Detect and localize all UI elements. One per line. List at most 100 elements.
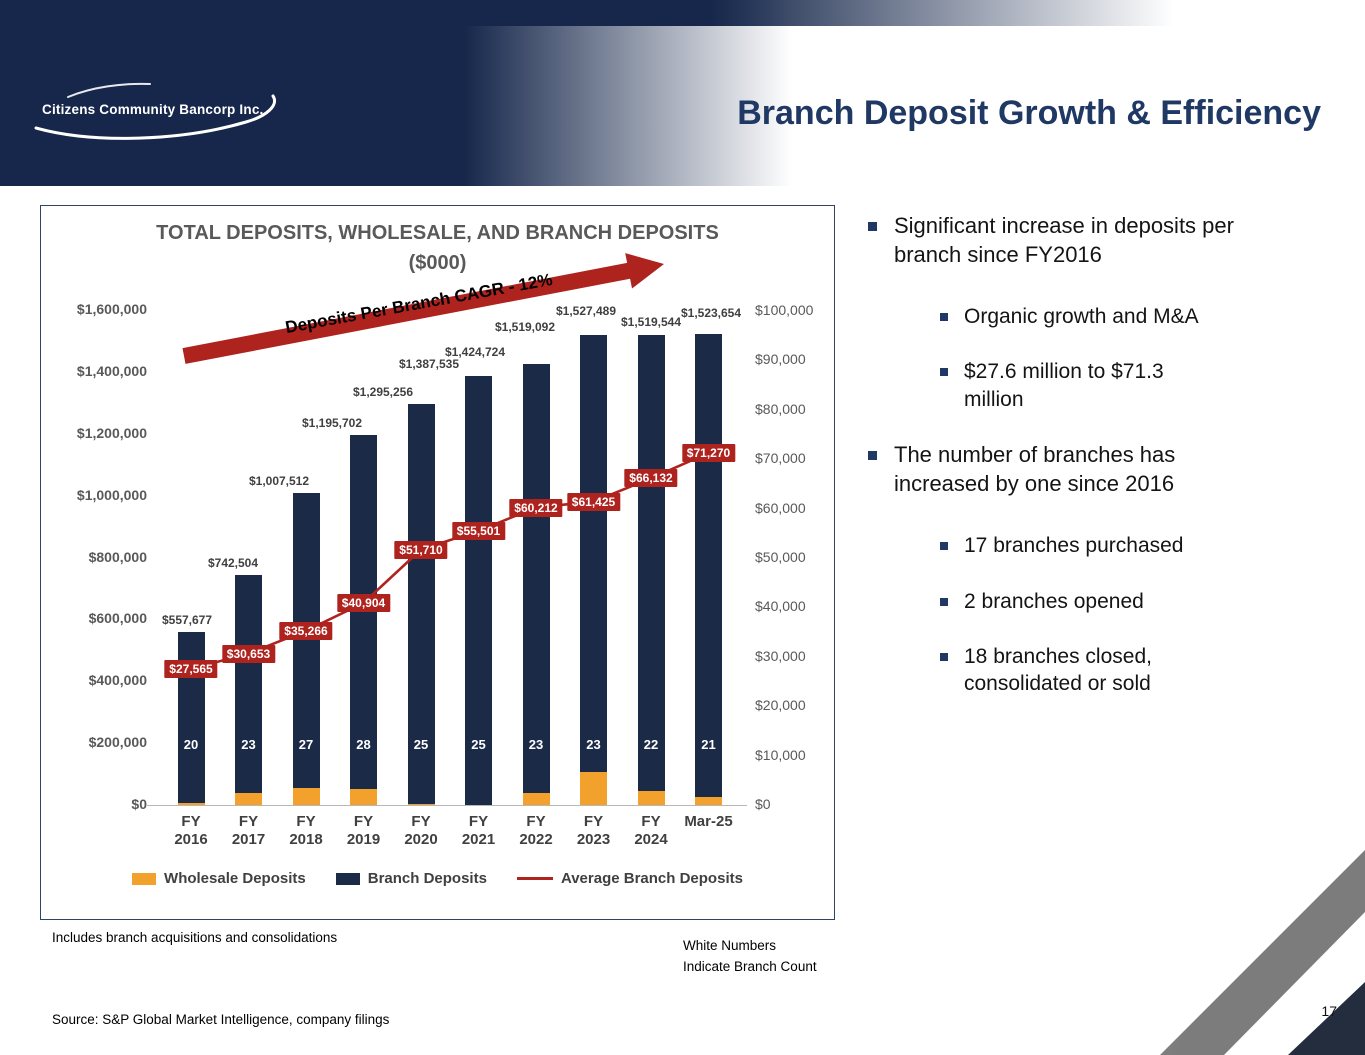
legend-label: Wholesale Deposits xyxy=(164,870,306,887)
branch-count-label: 25 xyxy=(471,737,486,752)
wholesale-bar-segment xyxy=(637,791,665,805)
x-axis-category-label: FY 2019 xyxy=(346,813,381,848)
wholesale-bar-segment xyxy=(580,772,607,805)
x-axis-category-label: FY 2021 xyxy=(461,813,496,848)
chart-subtitle: ($000) xyxy=(408,252,467,274)
branch-count-label: 22 xyxy=(643,737,659,752)
branch-bar-segment xyxy=(695,333,722,797)
branch-count-label: 21 xyxy=(701,737,716,752)
logo-text: Citizens Community Bancorp Inc. xyxy=(42,102,264,117)
chart-legend: Wholesale Deposits Branch Deposits Average… xyxy=(41,870,834,887)
y-axis-left-tick-label: $1,000,000 xyxy=(76,486,147,503)
legend-item: Wholesale Deposits xyxy=(132,870,306,887)
bullet-text: Significant increase in deposits per bra… xyxy=(894,213,1234,267)
average-branch-deposit-value-label: $60,212 xyxy=(509,498,563,517)
total-deposit-value-label: $1,295,256 xyxy=(352,385,414,399)
branch-count-label: 23 xyxy=(241,737,256,752)
y-axis-right-tick-label: $70,000 xyxy=(755,450,806,467)
bullet-square-icon xyxy=(940,313,948,322)
y-axis-right-tick-label: $50,000 xyxy=(755,549,806,565)
branch-count-label: 27 xyxy=(298,737,314,752)
page-number: 17 xyxy=(1321,1003,1337,1019)
total-deposit-value-label: $1,007,512 xyxy=(248,474,310,488)
chart-footnote: Includes branch acquisitions and consoli… xyxy=(52,930,338,945)
average-branch-deposit-value-label: $51,710 xyxy=(394,540,448,559)
y-axis-right-tick-label: $100,000 xyxy=(755,302,814,318)
x-axis-category-label: FY 2022 xyxy=(519,813,553,848)
bullet-square-icon xyxy=(940,652,948,661)
y-axis-left-tick-label: $1,400,000 xyxy=(76,362,147,379)
y-axis-right-tick-label: $60,000 xyxy=(755,499,806,516)
total-deposit-value-label: $1,195,702 xyxy=(301,416,363,430)
legend-color-swatch-icon xyxy=(335,872,360,885)
legend-color-swatch-icon xyxy=(132,872,157,885)
y-axis-left-tick-label: $800,000 xyxy=(88,548,147,565)
bullet-text: 17 branches purchased xyxy=(964,534,1184,558)
white-numbers-note: White Numbers Indicate Branch Count xyxy=(683,936,853,978)
x-axis-category-label: FY 2024 xyxy=(634,813,668,848)
total-deposit-value-label: $1,424,724 xyxy=(444,345,506,359)
average-branch-deposit-value-label: $27,565 xyxy=(164,659,218,678)
wholesale-bar-segment xyxy=(522,792,550,805)
company-logo: Citizens Community Bancorp Inc. xyxy=(30,76,285,148)
x-axis-category-label: FY 2023 xyxy=(576,813,611,848)
x-axis-line xyxy=(147,805,747,806)
legend-label: Branch Deposits xyxy=(367,870,487,887)
y-axis-left-tick-label: $600,000 xyxy=(88,610,147,627)
source-note: Source: S&P Global Market Intelligence, … xyxy=(52,1012,390,1027)
wholesale-bar-segment xyxy=(350,789,377,805)
y-axis-left-tick-label: $0 xyxy=(131,796,147,812)
header-top-strip xyxy=(0,0,1365,26)
total-deposit-value-label: $1,387,535 xyxy=(398,357,460,371)
chart-title: TOTAL DEPOSITS, WHOLESALE, AND BRANCH DE… xyxy=(156,222,719,244)
y-axis-left-tick-label: $400,000 xyxy=(88,672,147,689)
bullet-item-level-2: Organic growth and M&A xyxy=(940,303,1348,330)
bullet-list: Significant increase in deposits per bra… xyxy=(868,212,1348,725)
legend-label: Average Branch Deposits xyxy=(560,870,743,887)
branch-bar-segment xyxy=(177,632,205,803)
total-deposit-value-label: $1,519,544 xyxy=(620,315,682,329)
bullet-item-level-1: Significant increase in deposits per bra… xyxy=(868,212,1348,269)
logo-swoosh-icon xyxy=(34,82,276,140)
x-axis-category-label: FY 2018 xyxy=(289,813,323,848)
page-title: Branch Deposit Growth & Efficiency xyxy=(737,94,1321,132)
wholesale-bar-segment xyxy=(407,804,435,805)
y-axis-right-tick-label: $40,000 xyxy=(755,598,806,615)
y-axis-left-tick-label: $1,600,000 xyxy=(76,301,147,317)
bullet-square-icon xyxy=(868,222,877,231)
x-axis-category-label: Mar-25 xyxy=(684,813,733,830)
wholesale-bar-segment xyxy=(177,803,205,805)
total-deposit-value-label: $1,523,654 xyxy=(680,306,742,320)
y-axis-left-tick-label: $200,000 xyxy=(88,734,147,751)
total-deposit-value-label: $557,677 xyxy=(161,613,213,627)
bullet-text: 2 branches opened xyxy=(964,589,1144,613)
y-axis-right-tick-label: $90,000 xyxy=(755,351,806,368)
wholesale-bar-segment xyxy=(695,796,722,805)
x-axis-category-label: FY 2020 xyxy=(404,813,438,848)
bullet-item-level-2: 2 branches opened xyxy=(940,588,1348,615)
total-deposit-value-label: $1,519,092 xyxy=(494,320,556,334)
bullet-text: The number of branches has increased by … xyxy=(894,442,1176,496)
branch-bar-segment xyxy=(235,575,262,794)
bullet-item-level-2: 17 branches purchased xyxy=(940,532,1348,559)
chart-panel: TOTAL DEPOSITS, WHOLESALE, AND BRANCH DE… xyxy=(40,205,835,920)
y-axis-right-tick-label: $10,000 xyxy=(755,746,806,763)
bullet-square-icon xyxy=(940,368,948,377)
header-gradient-band xyxy=(0,0,1365,186)
branch-bar-segment xyxy=(522,364,550,793)
branch-count-label: 25 xyxy=(413,737,429,752)
average-branch-deposit-value-label: $30,653 xyxy=(221,644,276,663)
branch-bar-segment xyxy=(580,335,607,773)
bullet-square-icon xyxy=(940,542,948,551)
bullet-item-level-2: $27.6 million to $71.3 million xyxy=(940,358,1348,413)
y-axis-right-tick-label: $80,000 xyxy=(755,400,806,417)
wholesale-bar-segment xyxy=(235,793,262,805)
bullet-square-icon xyxy=(868,451,877,461)
x-axis-category-label: FY 2017 xyxy=(231,813,266,848)
branch-count-label: 20 xyxy=(183,737,199,752)
y-axis-right-tick-label: $0 xyxy=(755,796,771,812)
average-branch-deposit-value-label: $35,266 xyxy=(279,621,333,640)
x-axis-category-label: FY 2016 xyxy=(174,813,208,848)
y-axis-left-tick-label: $1,200,000 xyxy=(76,424,147,441)
